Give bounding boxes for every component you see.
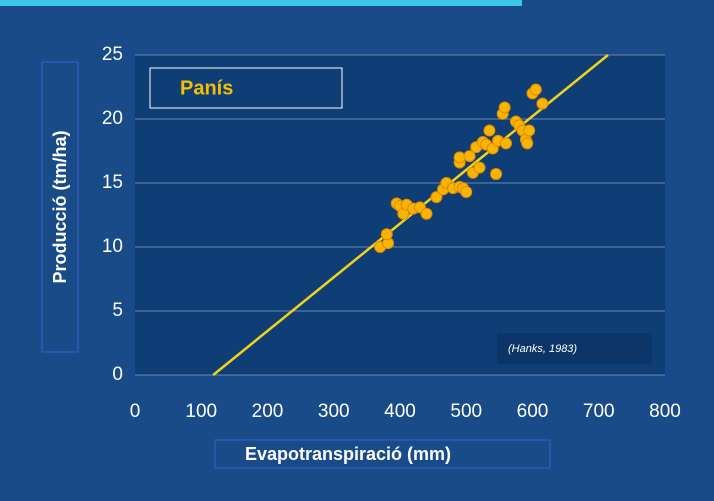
annotation-box: [497, 333, 652, 364]
x-tick-label: 800: [649, 401, 681, 422]
top-bar: [0, 0, 522, 6]
point: [473, 161, 486, 174]
y-tick-label: 20: [102, 108, 123, 129]
x-tick-label: 200: [252, 401, 284, 422]
point: [453, 151, 466, 164]
point: [380, 228, 393, 241]
point: [460, 185, 473, 198]
y-tick-label: 5: [112, 300, 123, 321]
legend-label: Panís: [180, 77, 233, 99]
legend-box: [149, 67, 343, 109]
x-tick-label: 100: [185, 401, 217, 422]
point: [521, 137, 534, 150]
x-tick-label: 600: [517, 401, 549, 422]
y-axis-label: Producció (tm/ha): [50, 130, 70, 283]
point: [498, 101, 511, 114]
x-label-box: [214, 439, 551, 469]
x-tick-label: 300: [318, 401, 350, 422]
y-label-box: [41, 61, 79, 353]
y-tick-label: 15: [102, 172, 123, 193]
marks: [212, 54, 609, 376]
y-tick-label: 25: [102, 44, 123, 65]
point: [529, 83, 542, 96]
x-tick-label: 400: [384, 401, 416, 422]
point: [523, 124, 536, 137]
point: [463, 150, 476, 163]
x-axis-label: Evapotranspiració (mm): [245, 444, 451, 464]
annotation: (Hanks, 1983): [508, 343, 577, 355]
x-tick-label: 0: [130, 401, 141, 422]
grid: [135, 54, 665, 376]
point: [420, 207, 433, 220]
point: [430, 191, 443, 204]
y-tick-label: 10: [102, 236, 123, 257]
point: [536, 97, 549, 110]
x-tick-label: 500: [450, 401, 482, 422]
point: [490, 168, 503, 181]
point: [483, 124, 496, 137]
point: [500, 137, 512, 150]
x-tick-label: 700: [583, 401, 615, 422]
y-tick-label: 0: [112, 364, 123, 385]
